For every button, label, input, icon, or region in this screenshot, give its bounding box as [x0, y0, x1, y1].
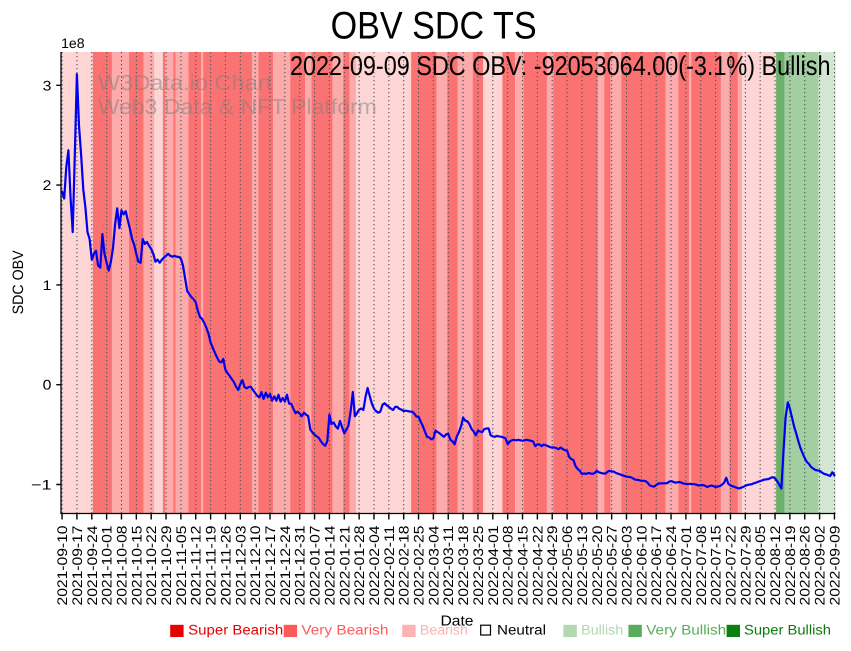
svg-text:2021-12-03: 2021-12-03 [232, 525, 248, 605]
svg-text:2022-08-05: 2022-08-05 [752, 525, 768, 605]
svg-text:2022-05-06: 2022-05-06 [559, 525, 575, 605]
svg-text:2021-10-01: 2021-10-01 [99, 525, 115, 605]
svg-text:2022-01-21: 2022-01-21 [336, 525, 352, 605]
svg-text:2022-04-08: 2022-04-08 [500, 525, 516, 605]
svg-text:2022-07-01: 2022-07-01 [678, 525, 694, 605]
svg-text:2022-08-19: 2022-08-19 [782, 525, 798, 605]
svg-text:2021-12-10: 2021-12-10 [247, 525, 263, 605]
svg-text:2022-09-09: 2022-09-09 [826, 525, 842, 605]
svg-text:1: 1 [43, 277, 52, 293]
svg-text:2022-04-01: 2022-04-01 [485, 525, 501, 605]
svg-text:2022-03-18: 2022-03-18 [455, 525, 471, 605]
svg-text:2021-10-29: 2021-10-29 [158, 525, 174, 605]
svg-text:2022-06-17: 2022-06-17 [648, 525, 664, 605]
svg-text:2022-02-11: 2022-02-11 [381, 525, 397, 605]
svg-text:2022-01-14: 2022-01-14 [321, 525, 337, 605]
svg-text:OBV SDC TS: OBV SDC TS [331, 5, 537, 48]
svg-text:Neutral: Neutral [497, 622, 546, 638]
svg-text:2022-02-04: 2022-02-04 [366, 525, 382, 605]
svg-text:2022-05-27: 2022-05-27 [604, 525, 620, 605]
svg-text:2022-03-25: 2022-03-25 [470, 525, 486, 605]
svg-text:2022-02-18: 2022-02-18 [396, 525, 412, 605]
svg-text:2021-12-17: 2021-12-17 [262, 525, 278, 605]
svg-text:2022-08-12: 2022-08-12 [767, 525, 783, 605]
svg-text:2022-04-29: 2022-04-29 [544, 525, 560, 605]
svg-text:0: 0 [43, 377, 52, 393]
svg-text:2022-07-22: 2022-07-22 [723, 525, 739, 605]
svg-text:2022-01-07: 2022-01-07 [307, 525, 323, 605]
svg-text:2022-05-20: 2022-05-20 [589, 525, 605, 605]
svg-text:2021-12-24: 2021-12-24 [277, 525, 293, 605]
svg-text:3: 3 [43, 77, 52, 93]
svg-text:2022-09-02: 2022-09-02 [812, 525, 828, 605]
svg-text:2021-11-05: 2021-11-05 [173, 525, 189, 605]
svg-text:2021-11-26: 2021-11-26 [217, 525, 233, 605]
svg-text:2022-07-15: 2022-07-15 [708, 525, 724, 605]
svg-text:2022-06-10: 2022-06-10 [633, 525, 649, 605]
svg-text:2021-09-17: 2021-09-17 [69, 525, 85, 605]
svg-text:2021-09-24: 2021-09-24 [84, 525, 100, 605]
svg-text:2022-02-25: 2022-02-25 [411, 525, 427, 605]
svg-text:2022-08-26: 2022-08-26 [797, 525, 813, 605]
svg-text:Date: Date [441, 614, 474, 630]
svg-text:2: 2 [43, 177, 52, 193]
svg-text:2022-03-04: 2022-03-04 [425, 525, 441, 605]
svg-text:2021-11-19: 2021-11-19 [203, 525, 219, 605]
svg-text:2021-10-08: 2021-10-08 [114, 525, 130, 605]
svg-text:2022-04-22: 2022-04-22 [529, 525, 545, 605]
svg-text:2022-04-15: 2022-04-15 [515, 525, 531, 605]
svg-text:Very Bullish: Very Bullish [646, 622, 726, 638]
svg-text:2022-06-03: 2022-06-03 [619, 525, 635, 605]
svg-text:2022-03-11: 2022-03-11 [440, 525, 456, 605]
svg-text:Bearish: Bearish [420, 622, 468, 638]
svg-text:2022-09-09 SDC OBV: -92053064.: 2022-09-09 SDC OBV: -92053064.00(-3.1%) … [290, 50, 831, 81]
svg-text:−1: −1 [31, 477, 52, 493]
svg-text:SDC OBV: SDC OBV [10, 250, 27, 314]
svg-text:W3Data.io Chart: W3Data.io Chart [98, 70, 273, 95]
svg-text:2021-10-22: 2021-10-22 [143, 525, 159, 605]
svg-text:2021-12-31: 2021-12-31 [292, 525, 308, 605]
svg-text:Super Bearish: Super Bearish [188, 622, 283, 638]
svg-text:Bullish: Bullish [581, 622, 623, 638]
svg-text:2022-06-24: 2022-06-24 [663, 525, 679, 605]
svg-text:2021-11-12: 2021-11-12 [188, 525, 204, 605]
svg-text:2022-07-29: 2022-07-29 [737, 525, 753, 605]
svg-text:Very Bearish: Very Bearish [301, 622, 388, 638]
svg-text:2022-07-08: 2022-07-08 [693, 525, 709, 605]
svg-text:Web3 Data & NFT Platform: Web3 Data & NFT Platform [98, 94, 377, 119]
svg-text:Super Bullish: Super Bullish [744, 622, 831, 638]
svg-text:2022-05-13: 2022-05-13 [574, 525, 590, 605]
svg-text:1e8: 1e8 [61, 35, 85, 51]
svg-text:2021-10-15: 2021-10-15 [128, 525, 144, 605]
svg-text:2021-09-10: 2021-09-10 [54, 525, 70, 605]
svg-text:2022-01-28: 2022-01-28 [351, 525, 367, 605]
